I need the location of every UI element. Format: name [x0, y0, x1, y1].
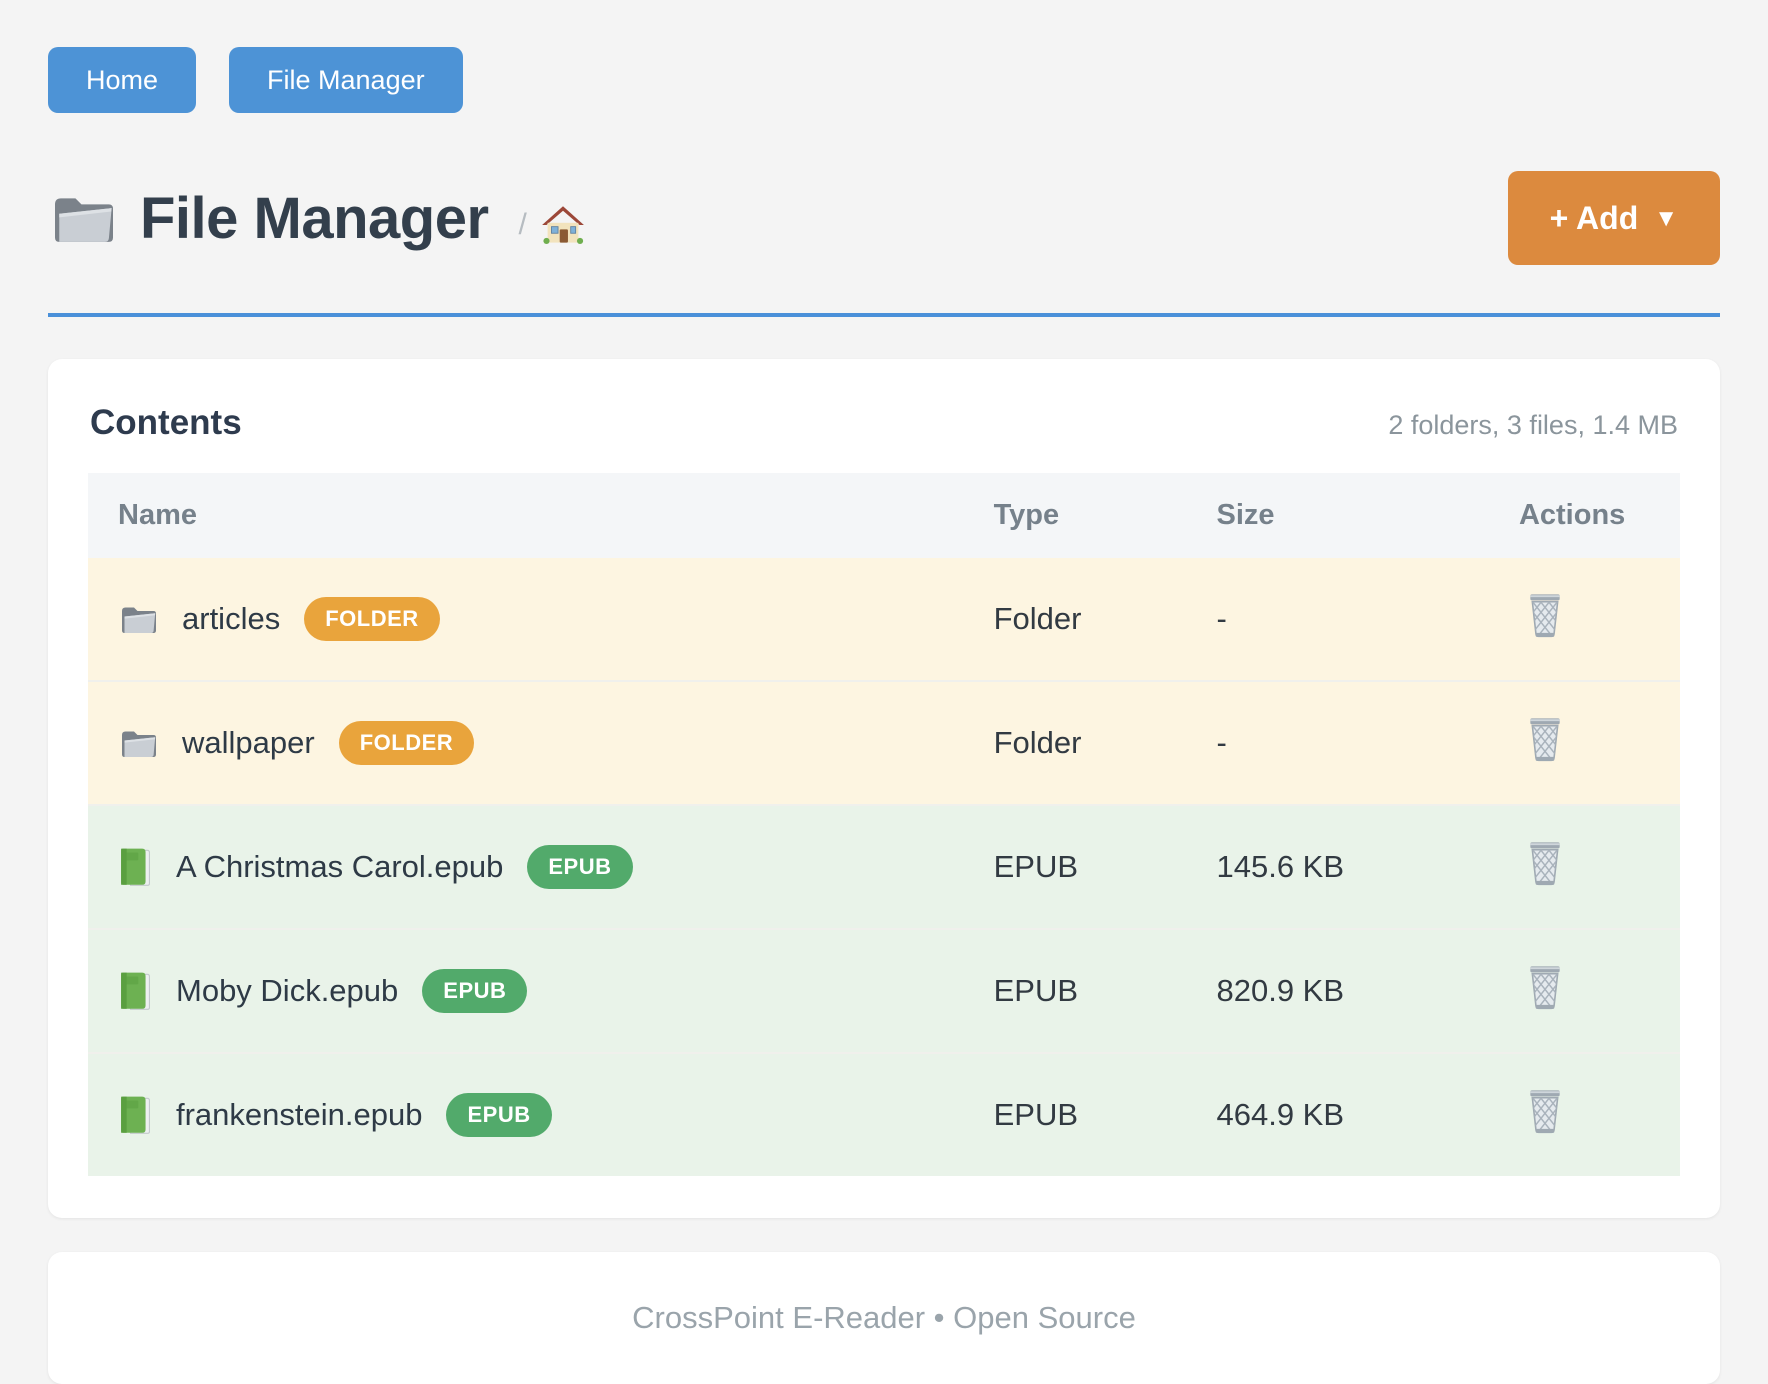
epub-badge: EPUB — [422, 969, 528, 1013]
table-row[interactable]: A Christmas Carol.epub EPUB EPUB 145.6 K… — [88, 805, 1680, 929]
column-header-type: Type — [963, 473, 1187, 558]
add-button[interactable]: + Add ▼ — [1507, 171, 1720, 265]
book-icon — [118, 1095, 152, 1135]
item-name[interactable]: Moby Dick.epub — [176, 973, 399, 1008]
files-table: Name Type Size Actions articles FOLDER F… — [88, 473, 1680, 1176]
delete-button[interactable] — [1525, 963, 1565, 1011]
trash-icon — [1525, 591, 1565, 639]
folder-badge: FOLDER — [304, 597, 440, 641]
item-type: Folder — [993, 725, 1082, 760]
nav-home-button[interactable]: Home — [48, 47, 197, 113]
table-header-row: Name Type Size Actions — [88, 473, 1680, 558]
column-header-size: Size — [1186, 473, 1489, 558]
table-row[interactable]: articles FOLDER Folder - — [88, 558, 1680, 681]
item-name[interactable]: A Christmas Carol.epub — [176, 849, 504, 884]
caret-down-icon: ▼ — [1654, 205, 1678, 232]
trash-icon — [1525, 839, 1565, 887]
top-nav: Home File Manager — [48, 47, 1720, 113]
title-group: File Manager / — [48, 185, 585, 252]
delete-button[interactable] — [1525, 1087, 1565, 1135]
item-size: - — [1216, 601, 1227, 636]
column-header-actions: Actions — [1488, 473, 1680, 558]
item-type: EPUB — [993, 849, 1079, 884]
item-size: - — [1216, 725, 1227, 760]
trash-icon — [1525, 1087, 1565, 1135]
page-header: File Manager / + Add ▼ — [48, 171, 1720, 265]
item-size: 145.6 KB — [1216, 849, 1345, 884]
delete-button[interactable] — [1525, 715, 1565, 763]
trash-icon — [1525, 715, 1565, 763]
item-name[interactable]: wallpaper — [182, 725, 315, 760]
table-row[interactable]: frankenstein.epub EPUB EPUB 464.9 KB — [88, 1053, 1680, 1176]
add-button-label: + Add — [1549, 199, 1639, 236]
delete-button[interactable] — [1525, 591, 1565, 639]
book-icon — [118, 971, 152, 1011]
footer-text: CrossPoint E-Reader • Open Source — [632, 1300, 1136, 1335]
book-icon — [118, 847, 152, 887]
item-size: 464.9 KB — [1216, 1097, 1345, 1132]
item-size: 820.9 KB — [1216, 973, 1345, 1008]
table-row[interactable]: Moby Dick.epub EPUB EPUB 820.9 KB — [88, 929, 1680, 1053]
folder-icon — [118, 726, 160, 760]
trash-icon — [1525, 963, 1565, 1011]
delete-button[interactable] — [1525, 839, 1565, 887]
header-divider — [48, 313, 1720, 317]
item-type: Folder — [993, 601, 1082, 636]
contents-summary: 2 folders, 3 files, 1.4 MB — [1388, 410, 1678, 440]
contents-heading: Contents — [90, 403, 242, 442]
nav-file-manager-button[interactable]: File Manager — [229, 47, 463, 113]
item-type: EPUB — [993, 973, 1079, 1008]
folder-icon — [48, 189, 120, 247]
item-name[interactable]: frankenstein.epub — [176, 1097, 423, 1132]
table-row[interactable]: wallpaper FOLDER Folder - — [88, 681, 1680, 805]
contents-card: Contents 2 folders, 3 files, 1.4 MB Name… — [48, 359, 1720, 1218]
epub-badge: EPUB — [446, 1093, 552, 1137]
breadcrumb-separator: / — [518, 208, 527, 241]
column-header-name: Name — [88, 473, 964, 558]
footer: CrossPoint E-Reader • Open Source — [48, 1252, 1720, 1384]
folder-icon — [118, 602, 160, 636]
folder-badge: FOLDER — [338, 721, 475, 765]
card-header: Contents 2 folders, 3 files, 1.4 MB — [88, 397, 1680, 443]
page-title: File Manager — [140, 185, 489, 251]
item-name[interactable]: articles — [182, 601, 281, 636]
epub-badge: EPUB — [527, 845, 633, 889]
item-type: EPUB — [993, 1097, 1079, 1132]
home-icon[interactable] — [541, 204, 585, 246]
